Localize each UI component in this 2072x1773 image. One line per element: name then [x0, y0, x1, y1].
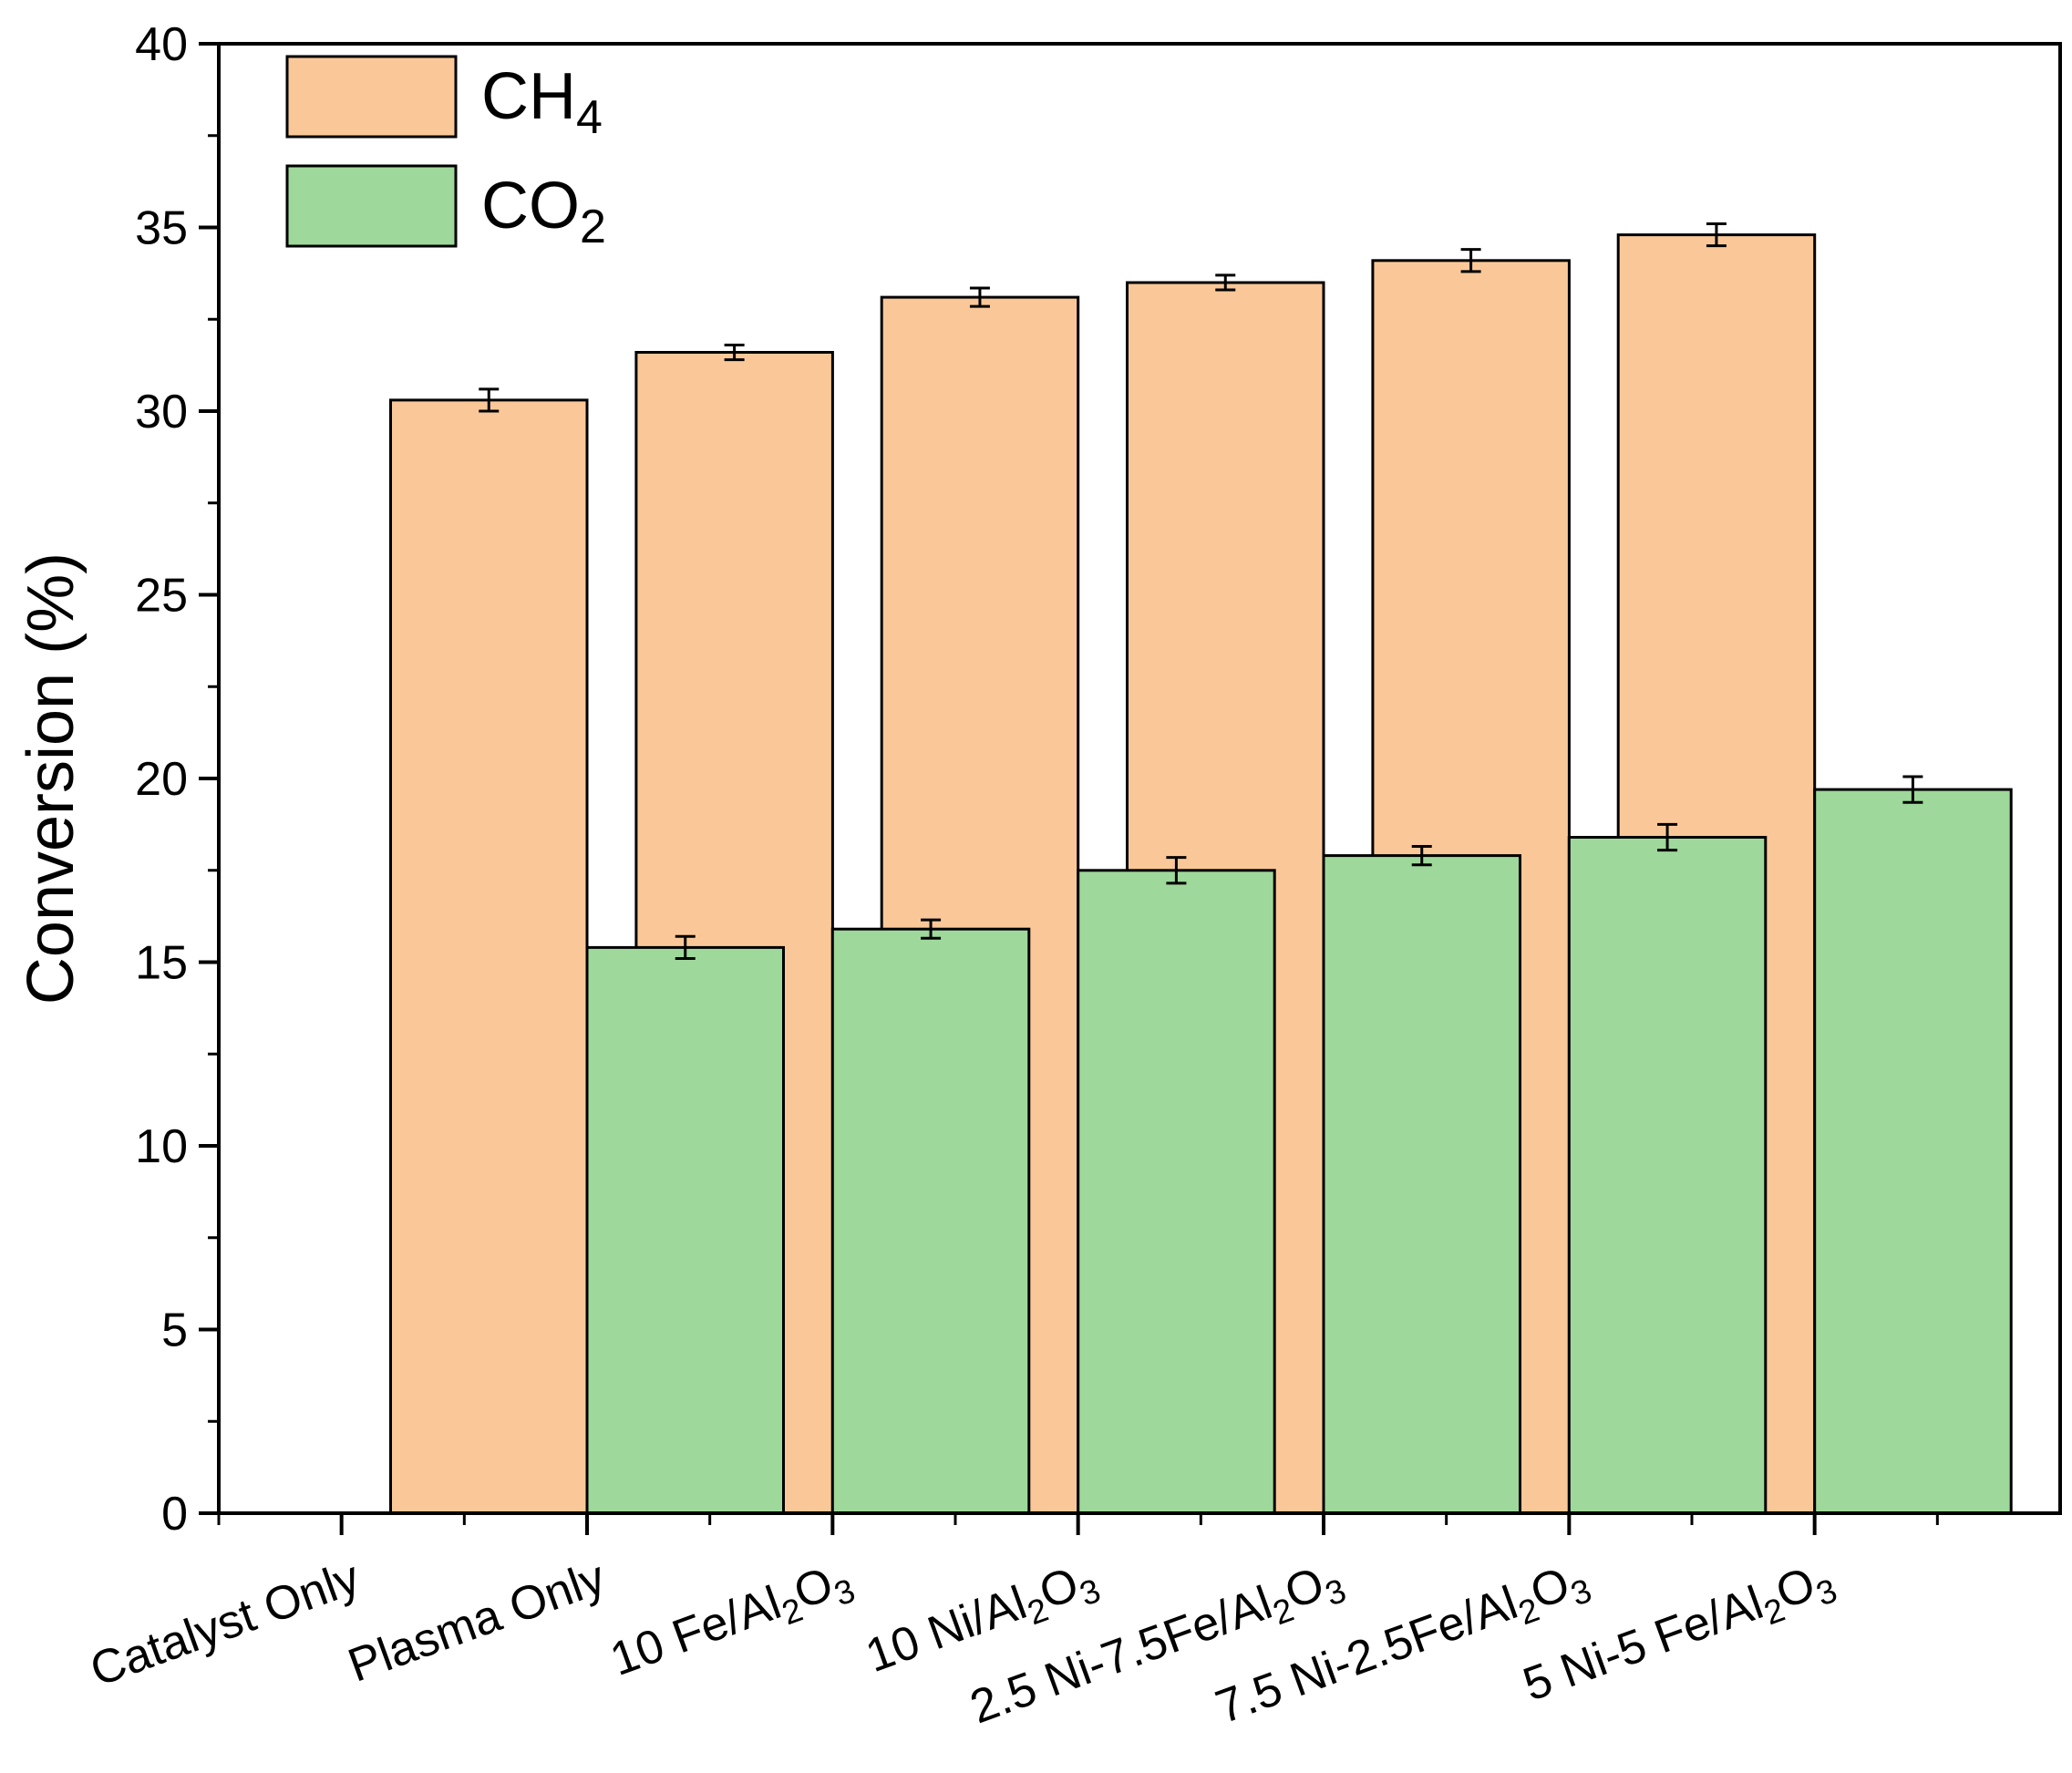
error-bar-ch4-6 — [1706, 222, 1727, 248]
error-bar-co2-4 — [1411, 845, 1432, 867]
legend-item-co2: CO2 — [285, 164, 606, 253]
error-bar-ch4-5 — [1460, 248, 1481, 273]
y-tick-label-40: 40 — [135, 18, 188, 71]
error-bar-ch4-1 — [479, 387, 500, 413]
y-tick-label-35: 35 — [135, 202, 188, 255]
y-tick-label-30: 30 — [135, 386, 188, 438]
bar-co2-3 — [1077, 869, 1276, 1515]
bar-co2-6 — [1813, 788, 2013, 1515]
bar-co2-4 — [1322, 854, 1521, 1515]
y-tick-label-0: 0 — [161, 1488, 188, 1541]
bars-layer — [389, 233, 2013, 1515]
y-tick-label-15: 15 — [135, 937, 188, 990]
legend-item-ch4: CH4 — [285, 55, 603, 144]
y-axis-title: Conversion (%) — [15, 552, 88, 1005]
y-tick-label-10: 10 — [135, 1120, 188, 1173]
error-bar-co2-1 — [675, 934, 696, 960]
bar-co2-5 — [1567, 836, 1768, 1515]
error-bar-co2-5 — [1657, 822, 1678, 852]
error-bar-ch4-4 — [1215, 273, 1236, 292]
bar-ch4-1 — [389, 398, 589, 1515]
error-bar-co2-6 — [1902, 775, 1923, 804]
error-bars-layer — [479, 222, 1923, 960]
error-bar-co2-3 — [1166, 856, 1187, 885]
legend-swatch-co2 — [285, 164, 458, 248]
error-bar-co2-2 — [921, 918, 942, 940]
error-bar-ch4-2 — [724, 343, 745, 362]
legend-label-co2: CO2 — [481, 170, 606, 253]
bar-co2-2 — [830, 927, 1031, 1515]
legend-swatch-ch4 — [285, 55, 458, 139]
legend-label-ch4: CH4 — [481, 60, 603, 144]
y-tick-label-5: 5 — [161, 1304, 188, 1357]
y-tick-label-20: 20 — [135, 753, 188, 806]
y-tick-label-25: 25 — [135, 570, 188, 623]
error-bar-ch4-3 — [969, 286, 990, 308]
bar-co2-1 — [585, 945, 785, 1515]
